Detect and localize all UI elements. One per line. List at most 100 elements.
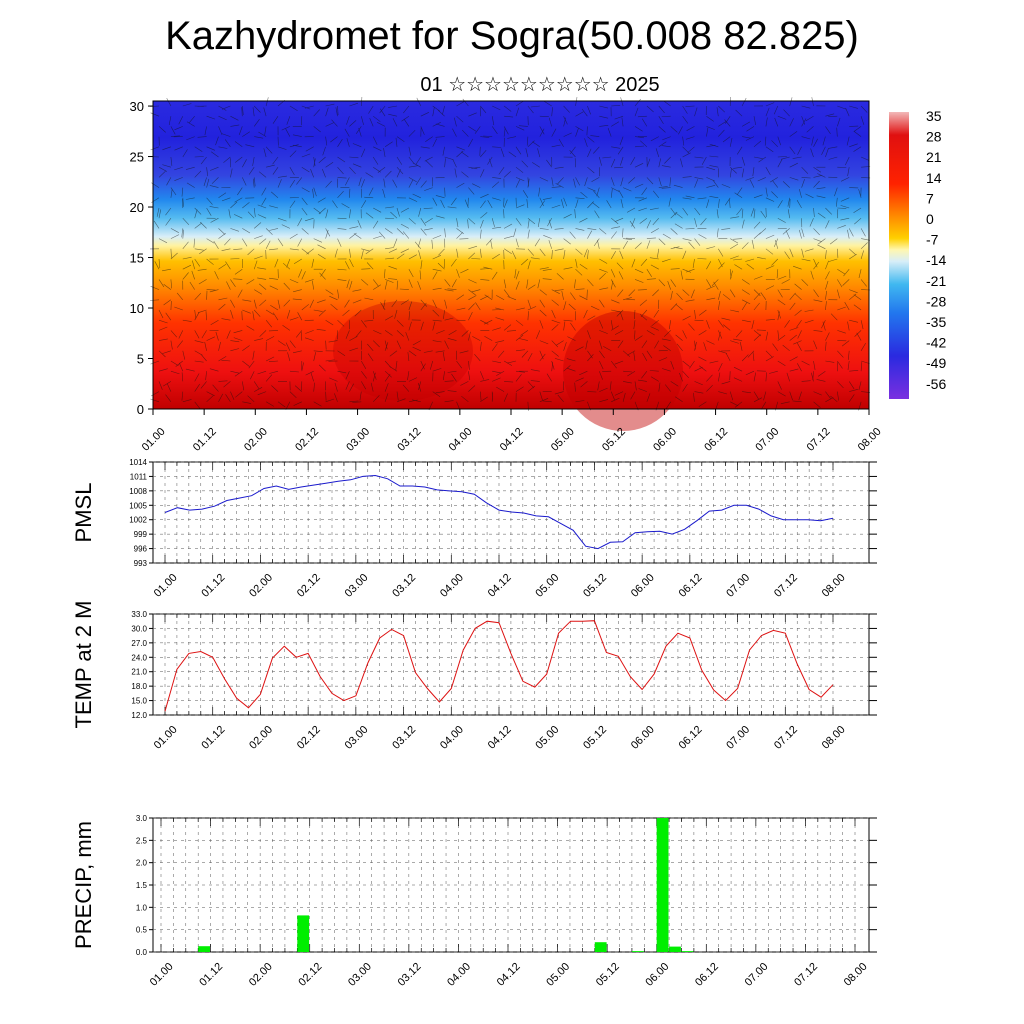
wind-barb <box>804 309 814 312</box>
wind-barb <box>194 248 204 251</box>
wind-barb <box>777 115 787 120</box>
wind-barb <box>182 256 192 260</box>
wind-barb <box>432 268 442 272</box>
wind-barb <box>204 341 207 351</box>
y-tick-label: 999 <box>134 530 148 539</box>
wind-barb <box>556 273 564 280</box>
wind-barb <box>150 286 160 290</box>
wind-barb <box>396 330 404 337</box>
wind-barb <box>444 299 447 309</box>
wind-barb <box>711 279 719 287</box>
wind-barb <box>218 341 221 351</box>
wind-barb <box>837 279 843 288</box>
wind-barb <box>357 219 362 229</box>
wind-barb <box>537 148 541 158</box>
wind-barb <box>368 105 374 114</box>
wind-barb <box>234 197 243 203</box>
wind-barb <box>757 177 767 182</box>
wind-barb <box>230 201 238 209</box>
wind-barb <box>697 258 707 260</box>
wind-barb <box>753 289 761 297</box>
wind-barb <box>373 330 382 335</box>
wind-barb <box>816 195 826 199</box>
wind-barb <box>367 353 374 362</box>
wind-barb <box>447 338 457 341</box>
wind-barb <box>218 115 227 121</box>
wind-barb <box>837 391 839 401</box>
wind-barb <box>322 168 326 178</box>
wind-barb <box>174 177 183 181</box>
wind-barb <box>305 279 314 283</box>
wind-barb <box>384 141 393 148</box>
wind-barb <box>194 146 203 152</box>
wind-barb <box>394 309 398 319</box>
wind-barb <box>551 324 559 331</box>
wind-barb <box>515 177 525 182</box>
wind-barb <box>539 398 549 403</box>
wind-barb <box>652 190 660 198</box>
wind-barb <box>805 193 814 199</box>
wind-barb <box>629 220 636 229</box>
wind-barb <box>771 140 779 148</box>
wind-barb <box>480 371 484 380</box>
wind-barb <box>680 270 683 280</box>
wind-barb <box>593 146 600 154</box>
wind-barb <box>322 146 326 156</box>
wind-barb <box>620 97 624 107</box>
wind-barb <box>400 223 410 229</box>
wind-barb <box>848 350 850 360</box>
wind-barb <box>840 177 850 182</box>
wind-barb <box>694 179 699 188</box>
wind-barb <box>230 340 240 343</box>
wind-barb <box>614 391 624 396</box>
wind-barb <box>480 193 489 199</box>
wind-barb <box>358 177 362 187</box>
wind-barb <box>420 299 428 307</box>
wind-barb <box>444 317 454 321</box>
wind-barb <box>480 319 489 325</box>
wind-barb <box>698 330 707 336</box>
wind-barb <box>789 327 799 331</box>
wind-barb <box>634 145 645 148</box>
wind-barb <box>591 177 600 183</box>
wind-barb <box>658 186 668 188</box>
wind-barb <box>265 320 273 328</box>
wind-barb <box>623 381 632 384</box>
wind-barb <box>603 346 612 352</box>
wind-barb <box>753 292 761 301</box>
wind-barb <box>345 177 350 186</box>
wind-barb <box>599 156 602 166</box>
wind-barb <box>581 108 588 117</box>
wind-barb <box>860 156 870 161</box>
wind-barb <box>639 217 648 224</box>
wind-barb <box>706 246 716 250</box>
wind-barb <box>194 309 197 319</box>
wind-barb <box>182 149 188 158</box>
wind-barb <box>792 156 802 159</box>
wind-barb <box>454 117 457 127</box>
wind-barb <box>817 370 826 377</box>
wind-barb <box>176 292 184 300</box>
wind-barb <box>261 187 267 196</box>
wind-barb <box>492 253 500 260</box>
wind-barb <box>718 320 724 328</box>
wind-barb <box>488 158 493 168</box>
wind-barb <box>575 111 584 117</box>
wind-barb <box>690 289 695 299</box>
wind-barb <box>813 261 820 270</box>
wind-barb <box>384 280 388 290</box>
wind-barb <box>646 220 651 229</box>
wind-barb <box>837 330 846 334</box>
wind-barb <box>801 248 804 258</box>
wind-barb <box>281 126 291 131</box>
wind-barb <box>221 105 231 110</box>
wind-barb <box>663 345 671 352</box>
wind-barb <box>435 350 445 353</box>
wind-barb <box>817 173 826 178</box>
wind-barb <box>277 299 281 309</box>
page-subtitle: 01 ☆☆☆☆☆☆☆☆☆ 2025 <box>420 74 660 96</box>
wind-barb <box>373 115 381 122</box>
wind-barb <box>775 240 779 249</box>
wind-barb <box>640 258 648 266</box>
